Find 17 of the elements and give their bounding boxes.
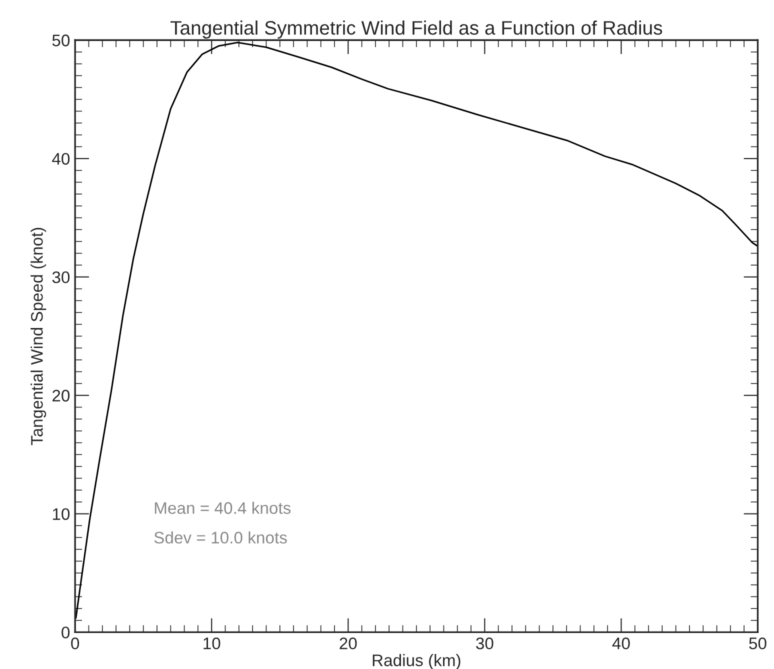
annotation: Mean = 40.4 knots bbox=[154, 502, 291, 514]
x-tick-label: 30 bbox=[476, 638, 494, 650]
chart-title: Tangential Symmetric Wind Field as a Function of Radius bbox=[170, 20, 662, 39]
y-tick-label: 20 bbox=[52, 390, 70, 402]
x-tick-label: 40 bbox=[612, 638, 630, 650]
x-tick-label: 50 bbox=[749, 638, 766, 650]
x-tick-label: 20 bbox=[340, 638, 357, 650]
x-tick-label: 0 bbox=[71, 638, 80, 650]
y-tick-label: 0 bbox=[62, 626, 70, 638]
y-tick-label: 10 bbox=[52, 508, 70, 520]
y-tick-label: 30 bbox=[52, 271, 70, 284]
annotation: Sdev = 10.0 knots bbox=[154, 531, 287, 544]
x-tick-label: 10 bbox=[204, 638, 220, 650]
y-tick-label: 40 bbox=[52, 152, 70, 165]
y-tick-label: 50 bbox=[52, 34, 70, 46]
line-series bbox=[75, 42, 758, 619]
y-axis-title: Tangential Wind Speed (knot) bbox=[30, 228, 46, 446]
